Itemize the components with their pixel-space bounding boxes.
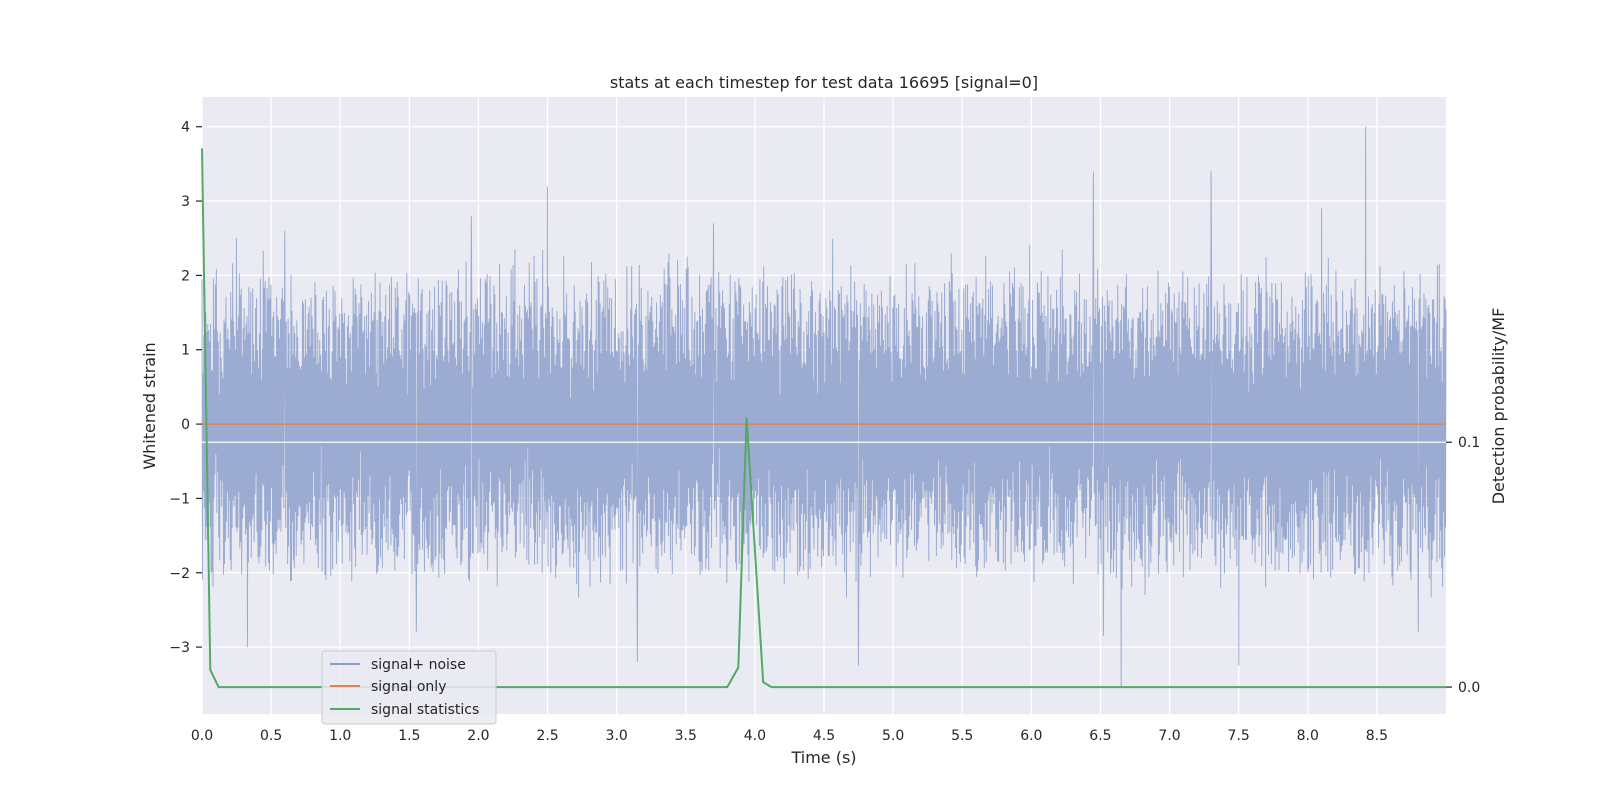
legend: signal+ noise signal only signal statist… [321,650,497,725]
y2-tick-label: 0.0 [1458,680,1480,696]
y-tick-label: 2 [181,268,190,284]
y-tick-label: 3 [181,194,190,210]
y-tick-label: −1 [169,491,190,507]
series-signal-statistics-line [201,148,1446,689]
x-tick-label: 5.5 [951,728,973,744]
y-tick-label: −3 [169,640,190,656]
y-tick-label: 1 [181,343,190,359]
x-tick-label: 6.5 [1089,728,1111,744]
y-tick-label: 0 [181,417,190,433]
x-tick-label: 4.5 [813,728,835,744]
y-axis-ticks: 4 3 2 1 0 −1 −2 −3 [169,120,202,656]
y2-tick-label: 0.1 [1458,435,1480,451]
x-tick-label: 2.0 [467,728,489,744]
x-tick-label: 2.5 [536,728,558,744]
x-tick-label: 3.0 [606,728,628,744]
x-axis-ticks: 0.0 0.5 1.0 1.5 2.0 2.5 3.0 3.5 4.0 4.5 5.0 5.5 6.0 6… [191,728,1388,744]
x-tick-label: 6.0 [1020,728,1042,744]
x-tick-label: 1.5 [398,728,420,744]
x-tick-label: 5.0 [882,728,904,744]
x-tick-label: 7.5 [1228,728,1250,744]
x-axis-label: Time (s) [790,748,856,767]
x-tick-label: 7.0 [1158,728,1180,744]
x-tick-label: 8.5 [1366,728,1388,744]
legend-label-signal-plus-noise: signal+ noise [371,657,466,673]
x-tick-label: 1.0 [329,728,351,744]
legend-box [321,650,497,725]
chart-title: stats at each timestep for test data 166… [610,73,1038,92]
y-axis-label: Whitened strain [140,342,159,469]
x-tick-label: 8.0 [1297,728,1319,744]
legend-label-signal-statistics: signal statistics [371,702,479,718]
y2-axis-label: Detection probability/MF [1489,308,1508,505]
y-tick-label: −2 [169,566,190,582]
y2-axis-ticks: 0.1 0.0 [1446,435,1480,696]
y-tick-label: 4 [181,120,190,136]
x-tick-label: 0.5 [260,728,282,744]
x-tick-label: 4.0 [744,728,766,744]
legend-label-signal-only: signal only [371,679,446,695]
x-tick-label: 0.0 [191,728,213,744]
x-tick-label: 3.5 [675,728,697,744]
plot-content [201,126,1447,689]
series-signal-plus-noise-line [201,126,1447,688]
